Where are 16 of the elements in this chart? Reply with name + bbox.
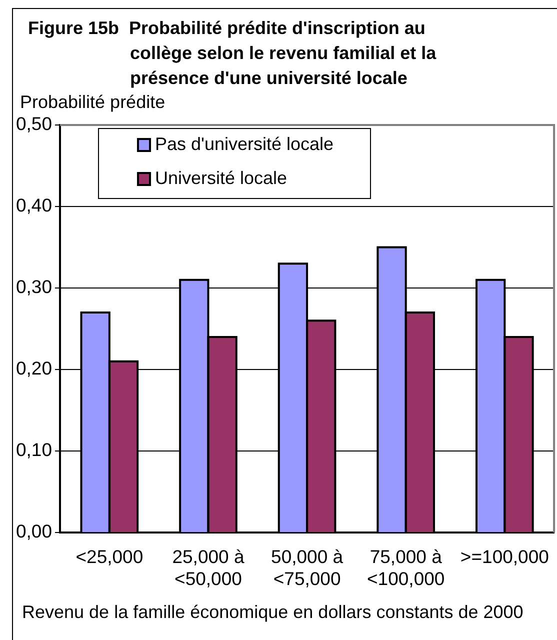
legend-label: Pas d'université locale — [155, 134, 334, 154]
x-tick-label: 50,000 à <75,000 — [271, 546, 344, 589]
y-tick-label: 0,30 — [16, 276, 52, 298]
chart-title: Figure 15b Probabilité prédite d'inscription au collège selon le revenu familial et la présence d'une université locale — [27, 17, 438, 90]
x-tick-label: >=100,000 — [460, 546, 549, 567]
x-tick-label: <25,000 — [76, 546, 144, 567]
y-tick-label: 0,00 — [16, 520, 52, 542]
y-axis-title: Probabilité prédite — [20, 92, 166, 113]
y-tick-label: 0,50 — [16, 113, 52, 134]
y-tick-label: 0,40 — [16, 194, 52, 216]
x-axis-title: Revenu de la famille économique en dollars constants de 2000 — [22, 601, 524, 623]
y-tick-label: 0,20 — [16, 358, 52, 379]
x-tick-label: 75,000 à <100,000 — [367, 546, 445, 589]
y-tick-label: 0,10 — [16, 439, 52, 460]
legend-label: Université locale — [155, 168, 288, 188]
x-tick-label: 25,000 à <50,000 — [172, 546, 245, 589]
